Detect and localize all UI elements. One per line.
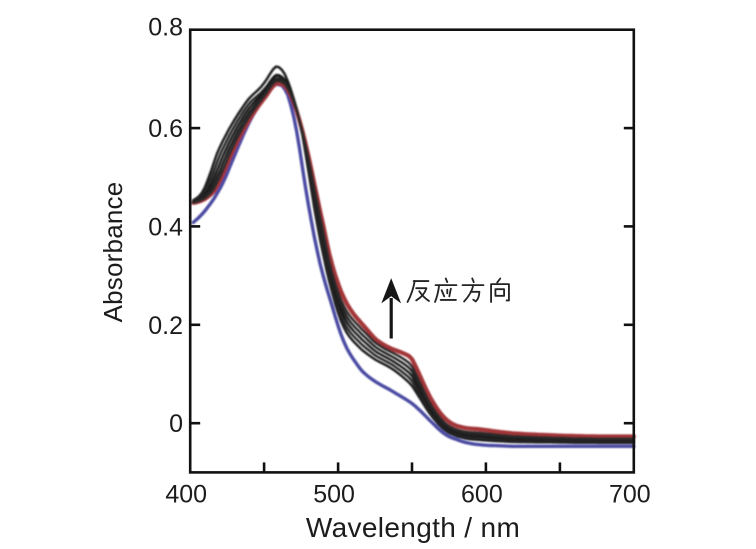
svg-text:600: 600 <box>461 481 503 509</box>
svg-text:Absorbance: Absorbance <box>98 182 128 323</box>
svg-text:0: 0 <box>169 410 183 438</box>
svg-text:0.8: 0.8 <box>148 14 183 42</box>
svg-text:500: 500 <box>313 481 355 509</box>
svg-text:700: 700 <box>609 481 651 509</box>
svg-text:0.2: 0.2 <box>148 312 183 340</box>
svg-text:0.4: 0.4 <box>148 213 183 241</box>
svg-text:Wavelength / nm: Wavelength / nm <box>306 512 520 543</box>
svg-text:400: 400 <box>165 481 207 509</box>
svg-text:0.6: 0.6 <box>148 115 183 143</box>
